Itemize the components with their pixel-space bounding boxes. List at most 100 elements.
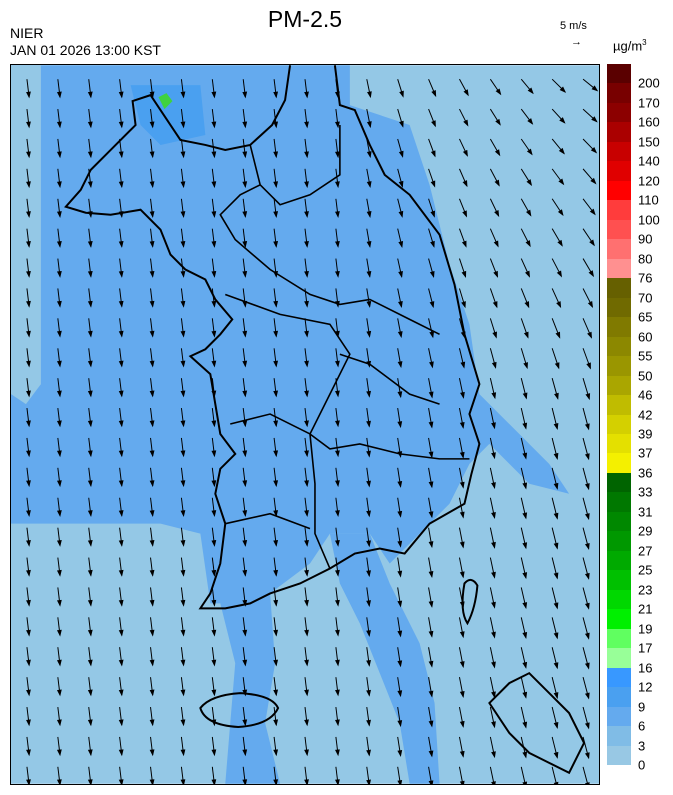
wind-arrow-head <box>553 482 559 490</box>
wind-arrow-head <box>553 512 559 520</box>
wind-arrow-head <box>149 450 155 458</box>
wind-arrow-head <box>553 542 559 550</box>
wind-arrow-head <box>87 181 93 189</box>
wind-arrow-head <box>118 779 124 784</box>
color-scale-segment <box>607 375 631 396</box>
wind-arrow-head <box>118 151 124 159</box>
color-scale-segment <box>607 278 631 299</box>
wind-arrow-head <box>180 779 186 784</box>
wind-arrow-head <box>584 752 590 760</box>
color-scale-segment <box>607 64 631 84</box>
wind-arrow-head <box>87 629 93 637</box>
wind-arrow-head <box>304 121 309 129</box>
wind-arrow-head <box>553 452 559 460</box>
color-scale-segment <box>607 687 631 708</box>
wind-arrow-head <box>56 450 62 458</box>
wind-arrow-head <box>180 360 186 368</box>
wind-arrow-head <box>26 91 31 99</box>
wind-arrow-head <box>56 719 62 727</box>
wind-arrow-head <box>242 540 248 547</box>
wind-arrow-head <box>26 540 31 547</box>
wind-arrow-head <box>56 360 62 368</box>
wind-arrow-head <box>335 390 340 398</box>
wind-arrow-head <box>304 211 309 219</box>
wind-arrow-head <box>211 689 217 697</box>
wind-arrow-head <box>591 85 599 92</box>
wind-arrow-head <box>586 362 591 370</box>
wind-arrow-head <box>304 540 309 547</box>
color-scale-label: 37 <box>638 445 653 461</box>
wind-arrow-head <box>559 117 566 124</box>
wind-arrow-head <box>522 631 528 639</box>
wind-arrow-head <box>429 301 435 309</box>
color-scale-segment <box>607 706 631 727</box>
wind-arrow-head <box>149 689 155 697</box>
wind-arrow-head <box>428 541 434 549</box>
southwest-plume <box>220 593 281 784</box>
color-scale-label: 3 <box>638 738 646 754</box>
wind-arrow-head <box>492 301 498 309</box>
wind-arrow-head <box>180 121 186 129</box>
wind-arrow-head <box>242 151 248 159</box>
wind-arrow-head <box>56 420 62 428</box>
wind-arrow-head <box>242 569 248 577</box>
wind-arrow-head <box>522 482 528 490</box>
wind-arrow-head <box>211 569 217 577</box>
wind-arrow-head <box>180 181 186 189</box>
wind-arrow-head <box>118 270 124 278</box>
wind-arrow-head <box>584 542 590 551</box>
wind-arrow-head <box>87 390 93 398</box>
wind-arrow-head <box>429 270 435 279</box>
wind-arrow-head <box>522 691 528 699</box>
wind-arrow-head <box>366 689 371 697</box>
wind-arrow-head <box>87 360 93 368</box>
wind-arrow-head <box>491 601 496 609</box>
wind-arrow-head <box>211 151 217 159</box>
wind-arrow-head <box>118 420 124 428</box>
wind-arrow-head <box>335 779 340 784</box>
wind-arrow-head <box>180 270 186 278</box>
province-boundaries <box>219 125 470 569</box>
wind-arrow-head <box>428 780 434 784</box>
wind-arrow-head <box>526 209 532 217</box>
color-scale-label: 170 <box>638 95 660 111</box>
wind-arrow-head <box>273 360 279 368</box>
wind-arrow-head <box>366 450 371 458</box>
wind-arrow-head <box>211 480 217 488</box>
wind-arrow-head <box>211 390 217 398</box>
color-scale-segment <box>607 609 631 630</box>
color-scale-segment <box>607 200 631 221</box>
tsushima-outline <box>488 671 586 775</box>
wind-arrow-head <box>149 330 155 338</box>
wind-arrow-head <box>242 629 248 637</box>
wind-arrow-head <box>87 450 93 458</box>
wind-arrow-head <box>180 241 186 248</box>
wind-arrow-head <box>304 360 309 368</box>
wind-arrow-head <box>428 750 434 758</box>
wind-arrow-head <box>430 150 436 158</box>
wind-arrow-head <box>149 749 155 757</box>
wind-arrow-head <box>149 121 155 129</box>
wind-arrow-head <box>587 331 592 339</box>
wind-arrow-head <box>366 151 372 159</box>
wind-arrow-head <box>335 450 340 458</box>
color-scale-segment <box>607 122 631 143</box>
wind-arrow-head <box>87 330 93 338</box>
wind-arrow-head <box>273 420 279 428</box>
wind-arrow-head <box>335 270 340 278</box>
wind-arrow-head <box>590 147 598 154</box>
wind-arrow-head <box>273 629 279 637</box>
wind-arrow-head <box>493 240 499 248</box>
wind-arrow-head <box>304 91 309 99</box>
wind-arrow-head <box>242 450 248 458</box>
wind-arrow-head <box>494 149 501 157</box>
wind-arrow-head <box>211 121 217 129</box>
wind-arrow-head <box>556 270 562 278</box>
wind-arrow-head <box>26 719 31 727</box>
wind-arrow-head <box>56 480 62 488</box>
wind-arrow-head <box>87 779 93 784</box>
wind-arrow-head <box>366 270 372 278</box>
wind-arrow-head <box>304 420 309 428</box>
wind-arrow-head <box>118 121 124 129</box>
wind-arrow-head <box>556 301 562 309</box>
